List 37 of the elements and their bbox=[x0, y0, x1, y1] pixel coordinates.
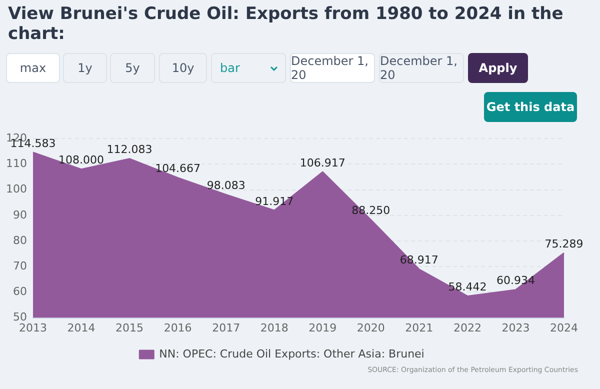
y-tick-label: 70 bbox=[12, 259, 27, 272]
text: Get this data bbox=[486, 100, 575, 114]
legend-label: NN: OPEC: Crude Oil Exports: Other Asia: Brunei bbox=[159, 347, 424, 360]
x-tick-label: 2023 bbox=[502, 321, 530, 334]
x-tick-label: 2019 bbox=[308, 321, 337, 334]
text: 10y bbox=[172, 61, 194, 75]
data-label: 98.083 bbox=[206, 179, 246, 192]
x-tick-label: 2021 bbox=[405, 321, 434, 334]
text: December 1, 20 bbox=[291, 54, 374, 82]
text: 1y bbox=[78, 61, 92, 75]
text: bar bbox=[220, 61, 240, 75]
x-tick-label: 2024 bbox=[550, 321, 578, 334]
data-label: 112.083 bbox=[106, 143, 152, 156]
x-tick-label: 2014 bbox=[67, 321, 96, 334]
text: December 1, 20 bbox=[380, 54, 463, 82]
text: 5y bbox=[125, 61, 140, 75]
y-tick-label: 100 bbox=[6, 182, 27, 196]
x-tick-label: 2022 bbox=[453, 321, 482, 334]
y-tick-label: 50 bbox=[12, 310, 27, 324]
y-tick-label: 80 bbox=[12, 234, 27, 247]
data-label: 58.442 bbox=[448, 280, 487, 294]
y-tick-label: 110 bbox=[6, 157, 27, 170]
data-label: 108.000 bbox=[58, 154, 104, 167]
text: Apply bbox=[478, 61, 518, 75]
x-tick-label: 2017 bbox=[212, 321, 240, 334]
x-tick-label: 2016 bbox=[164, 321, 192, 334]
chart-title: View Brunei's Crude Oil: Exports from 1980 to 2024 in the chart: bbox=[8, 4, 564, 44]
y-tick-label: 60 bbox=[12, 285, 27, 298]
x-tick-label: 2020 bbox=[356, 321, 385, 334]
x-tick-label: 2018 bbox=[260, 321, 288, 334]
x-tick-label: 2013 bbox=[18, 321, 47, 334]
text: max bbox=[20, 61, 46, 75]
data-label: 106.917 bbox=[300, 156, 346, 170]
data-label: 104.667 bbox=[155, 162, 201, 176]
x-tick-label: 2015 bbox=[116, 321, 144, 334]
data-label: 75.289 bbox=[544, 237, 584, 250]
y-tick-label: 90 bbox=[12, 208, 27, 222]
